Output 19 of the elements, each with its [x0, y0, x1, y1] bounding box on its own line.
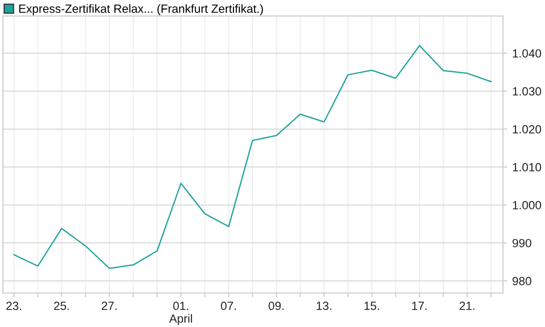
- x-tick-label: 13.: [316, 302, 332, 310]
- x-tick-label: 09.: [268, 302, 284, 310]
- x-tick-label: 23.: [6, 302, 22, 310]
- x-tick-label: 07.: [220, 302, 236, 310]
- x-tick-label: 01. April: [169, 302, 192, 326]
- y-tick-label: 1.000: [512, 201, 542, 210]
- y-tick-label: 1.010: [512, 163, 542, 172]
- x-tick-label: 25.: [54, 302, 69, 310]
- y-tick-label: 1.020: [512, 125, 542, 134]
- x-tick-label: 17.: [412, 302, 427, 310]
- y-tick-label: 980: [512, 276, 532, 286]
- y-tick-label: 1.030: [512, 87, 542, 96]
- x-tick-label: 27.: [102, 302, 117, 310]
- y-tick-label: 1.040: [512, 49, 542, 58]
- line-series: [13, 44, 492, 269]
- x-tick-label: 21.: [460, 302, 474, 310]
- x-tick-label: 15.: [364, 302, 379, 310]
- legend-label: Express-Zertifikat Relax... (Frankfurt Zertifikat.): [19, 4, 263, 16]
- y-tick-label: 990: [512, 238, 532, 248]
